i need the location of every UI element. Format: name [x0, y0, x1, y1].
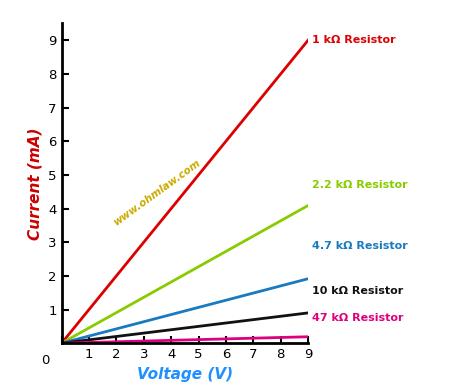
Text: 0: 0	[41, 353, 49, 367]
Text: 2.2 kΩ Resistor: 2.2 kΩ Resistor	[312, 180, 408, 190]
Text: 4.7 kΩ Resistor: 4.7 kΩ Resistor	[312, 241, 408, 251]
Y-axis label: Current (mA): Current (mA)	[27, 127, 43, 239]
Text: www.ohmlaw.com: www.ohmlaw.com	[111, 158, 202, 227]
Text: 1 kΩ Resistor: 1 kΩ Resistor	[312, 35, 396, 45]
Text: 10 kΩ Resistor: 10 kΩ Resistor	[312, 286, 403, 296]
Text: 47 kΩ Resistor: 47 kΩ Resistor	[312, 313, 404, 323]
X-axis label: Voltage (V): Voltage (V)	[137, 367, 233, 382]
